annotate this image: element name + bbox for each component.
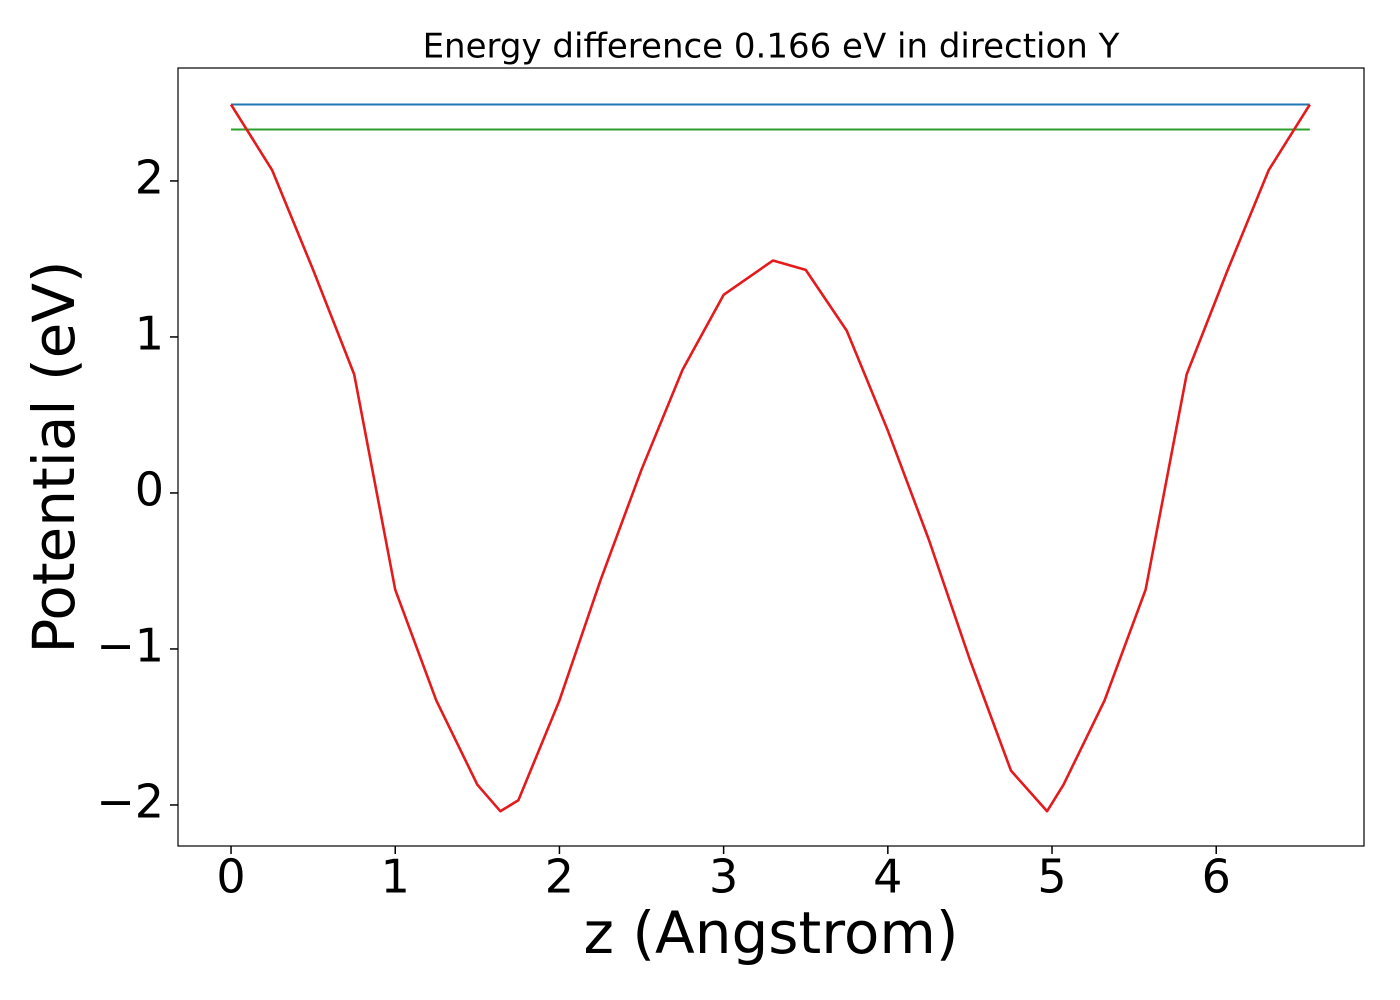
- plot-frame: [177, 67, 1365, 847]
- y-tick-label: 2: [135, 150, 164, 204]
- x-tick-label: 4: [873, 850, 902, 904]
- x-tick-label: 2: [545, 850, 574, 904]
- y-tick-label: 1: [135, 306, 164, 360]
- x-tick-label: 1: [381, 850, 410, 904]
- x-tick-label: 0: [216, 850, 245, 904]
- y-axis-label: Potential (eV): [20, 260, 88, 653]
- x-tick-label: 3: [709, 850, 738, 904]
- chart-title: Energy difference 0.166 eV in direction …: [423, 27, 1120, 67]
- x-tick-label: 5: [1037, 850, 1066, 904]
- x-axis-label: z (Angstrom): [584, 899, 959, 967]
- y-tick-label: 0: [135, 462, 164, 516]
- y-tick-label: −2: [96, 774, 164, 828]
- x-tick-label: 6: [1202, 850, 1231, 904]
- y-tick-label: −1: [96, 618, 164, 672]
- line-series: [229, 103, 1311, 813]
